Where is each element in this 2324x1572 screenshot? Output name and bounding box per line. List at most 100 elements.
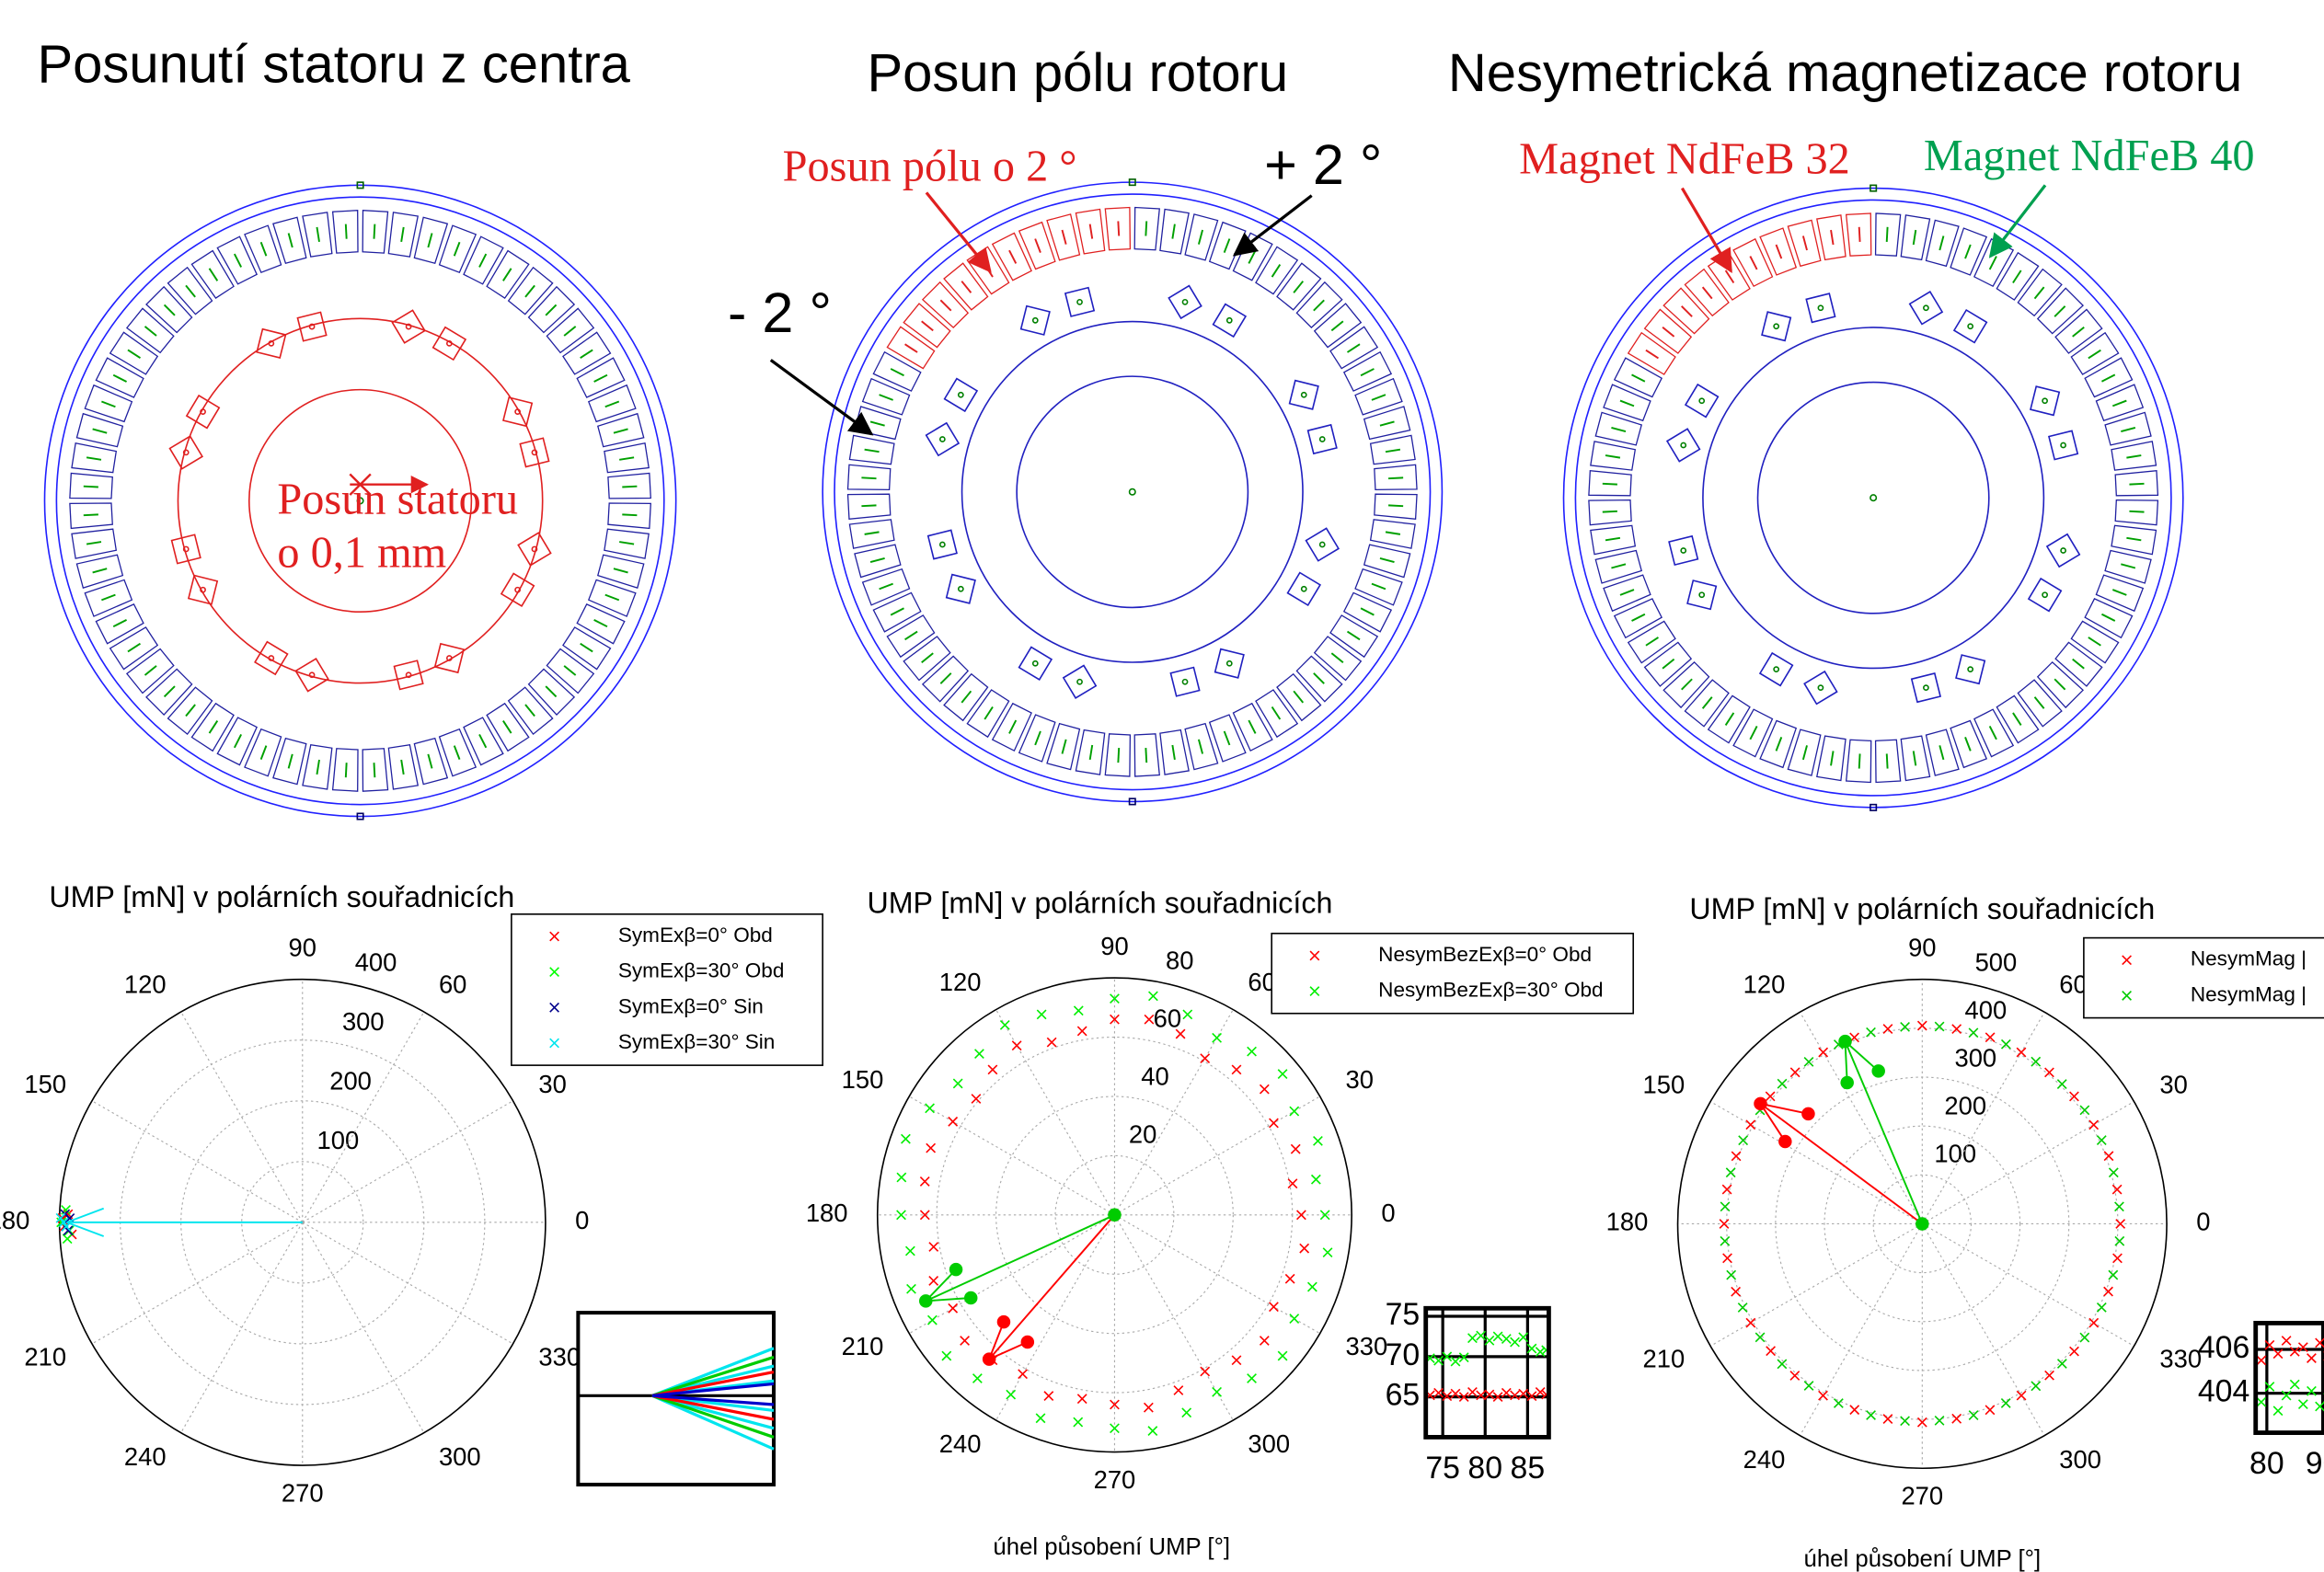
pole-node: [1033, 661, 1038, 666]
slot-arrow: [905, 344, 918, 352]
pole-node: [1182, 300, 1187, 304]
theta-tick-label: 240: [124, 1442, 167, 1471]
slot-arrow: [1632, 374, 1645, 381]
origin-point: [1916, 1217, 1928, 1230]
slot-arrow: [961, 691, 971, 703]
arrow: [1990, 185, 2045, 256]
slot-arrow: [1803, 235, 1807, 250]
slot-arrow: [1603, 484, 1617, 485]
x-tick-label: 80: [1467, 1451, 1502, 1486]
x-axis-label: úhel působení UMP [°]: [1803, 1546, 2041, 1572]
theta-tick-label: 30: [538, 1070, 566, 1098]
slot-arrow: [2129, 511, 2144, 512]
theta-tick-label: 210: [842, 1332, 884, 1360]
slot-arrow: [1859, 753, 1860, 768]
slot-arrow: [594, 375, 607, 382]
slot-arrow: [186, 705, 195, 717]
y-tick-label: 70: [1386, 1337, 1421, 1372]
slot-arrow: [165, 304, 175, 315]
slot-arrow: [1859, 227, 1860, 242]
pole-magnet: [189, 576, 217, 604]
slot-arrow: [186, 285, 195, 297]
slot-arrow: [145, 666, 157, 675]
pole-magnet: [1021, 306, 1050, 335]
pole-magnet: [1685, 384, 1718, 417]
slot-arrow: [113, 620, 126, 626]
theta-tick-label: 330: [538, 1342, 581, 1371]
pole-magnet: [257, 329, 285, 358]
pole-magnet: [2029, 579, 2061, 611]
r-tick-label: 400: [1965, 995, 2008, 1024]
vector-point: [997, 1315, 1010, 1328]
slot-arrow: [861, 477, 876, 478]
r-tick-label: 200: [1944, 1091, 1986, 1119]
slot-arrow: [2035, 287, 2044, 299]
slot-arrow: [546, 686, 556, 696]
slot-arrow: [1386, 532, 1400, 534]
theta-tick-label: 210: [24, 1342, 66, 1371]
slot-arrow: [1990, 257, 1996, 270]
pole-magnet: [947, 575, 975, 603]
slot-arrow: [2035, 697, 2044, 709]
slot-arrow: [454, 242, 460, 256]
pole-node: [515, 409, 520, 414]
annotation: - 2 °: [728, 281, 832, 344]
annotation: o 0,1 mm: [277, 529, 446, 578]
slot-arrow: [1118, 221, 1119, 235]
theta-tick-label: 300: [2059, 1445, 2101, 1474]
theta-tick-label: 150: [24, 1070, 66, 1098]
origin-point: [1108, 1209, 1121, 1222]
pole-node: [2042, 398, 2047, 403]
slot-arrow: [401, 227, 404, 242]
slot-arrow: [891, 369, 903, 375]
slot-arrow: [1225, 239, 1230, 253]
theta-tick-label: 300: [439, 1442, 481, 1471]
inset-background: [1426, 1308, 1549, 1437]
slot-arrow: [940, 300, 950, 310]
pole-node: [1699, 592, 1704, 597]
pole-node: [1968, 324, 1973, 328]
arrow: [1682, 189, 1731, 271]
slot-arrow: [1831, 230, 1834, 245]
slot-arrow: [503, 269, 512, 281]
pole-node: [959, 587, 963, 591]
pole-node: [1077, 300, 1082, 304]
pole-magnet: [2031, 386, 2059, 415]
slot-arrow: [1145, 748, 1146, 763]
panel-title: Posunutí statoru z centra: [37, 35, 630, 94]
pole-node: [1681, 548, 1685, 553]
slot-arrow: [865, 532, 880, 534]
pole-magnet: [1288, 573, 1320, 605]
slot-arrow: [619, 457, 634, 460]
slot-arrow: [605, 595, 619, 601]
vector-point: [1871, 1064, 1884, 1077]
slot-arrow: [1331, 653, 1343, 662]
slot-arrow: [922, 653, 934, 662]
slot-arrow: [2088, 350, 2101, 359]
pole-magnet: [1687, 580, 1716, 609]
slot-arrow: [101, 401, 115, 407]
slot-arrow: [1294, 691, 1303, 703]
polar-chart: UMP [mN] v polárních souřadnicíchúhel pů…: [1606, 892, 2324, 1572]
stator-outline: [834, 194, 1431, 790]
pole-magnet: [295, 659, 328, 691]
slot-arrow: [525, 705, 535, 717]
vector-point: [1778, 1135, 1791, 1148]
pole-node: [1227, 661, 1232, 666]
slot-arrow: [1803, 745, 1807, 760]
pole-magnet: [1306, 528, 1339, 560]
theta-tick-label: 270: [1901, 1482, 1943, 1510]
slot-arrow: [1726, 270, 1734, 283]
theta-tick-label: 150: [1643, 1071, 1685, 1099]
pole-magnet: [187, 396, 219, 428]
slot-arrow: [346, 224, 347, 239]
theta-tick-label: 270: [282, 1478, 324, 1507]
slot-arrow: [940, 673, 950, 683]
slot-arrow: [1611, 564, 1626, 568]
slot-arrow: [2073, 327, 2085, 337]
r-tick-label: 40: [1141, 1062, 1168, 1091]
x-tick-label: 75: [1425, 1451, 1460, 1486]
pole-magnet: [1762, 312, 1790, 340]
slot-arrow: [145, 327, 157, 336]
pole-magnet: [2049, 430, 2077, 459]
